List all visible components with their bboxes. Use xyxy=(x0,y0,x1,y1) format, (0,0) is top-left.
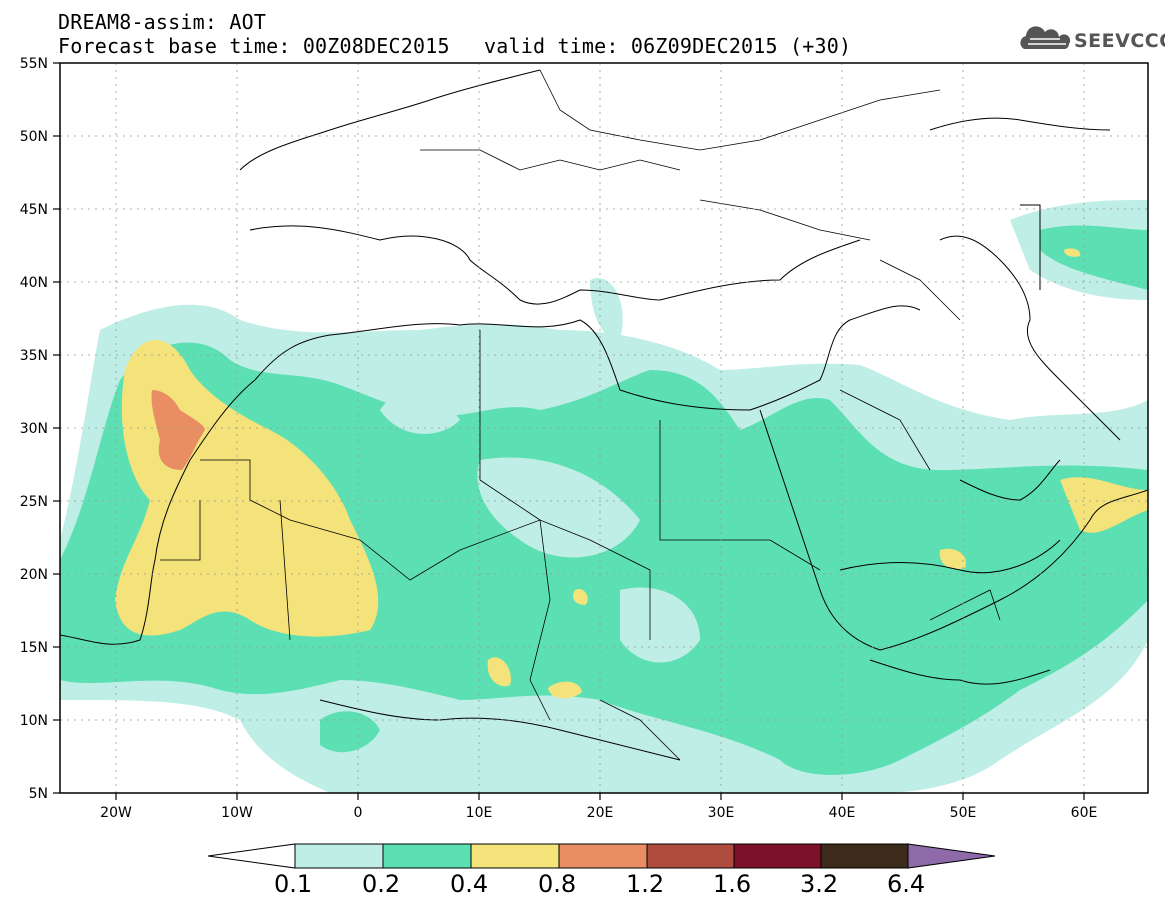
colorbar-label: 1.6 xyxy=(713,870,752,898)
colorbar-swatch xyxy=(470,843,560,869)
graticule xyxy=(60,63,1148,793)
lat-label: 15N xyxy=(20,640,48,656)
lat-label: 50N xyxy=(20,129,48,145)
lat-label: 5N xyxy=(29,786,48,802)
lat-label: 25N xyxy=(20,494,48,510)
lon-label: 30E xyxy=(708,805,735,821)
colorbar-label: 3.2 xyxy=(800,870,839,898)
lon-label: 20W xyxy=(100,805,132,821)
lat-label: 20N xyxy=(20,567,48,583)
country-borders xyxy=(160,69,1001,761)
coastlines xyxy=(60,69,1148,761)
colorbar-left-triangle xyxy=(207,843,296,869)
colorbar-right-triangle xyxy=(907,843,996,869)
colorbar-swatch xyxy=(820,843,909,869)
lon-labels: 20W 10W 0 10E 20E 30E 40E 50E 60E xyxy=(100,805,1097,821)
header-line-2: Forecast base time: 00Z08DEC2015 xyxy=(58,34,450,58)
lon-label: 50E xyxy=(950,805,977,821)
colorbar xyxy=(207,843,996,869)
aot-field xyxy=(60,200,1148,793)
header-line-3: valid time: 06Z09DEC2015 (+30) xyxy=(484,34,852,58)
lat-label: 10N xyxy=(20,713,48,729)
lat-label: 30N xyxy=(20,421,48,437)
colorbar-label: 0.8 xyxy=(538,870,577,898)
lon-label: 40E xyxy=(829,805,856,821)
colorbar-swatch xyxy=(382,843,472,869)
colorbar-swatch xyxy=(558,843,648,869)
lat-label: 55N xyxy=(20,56,48,72)
colorbar-swatch xyxy=(733,843,822,869)
lat-label: 40N xyxy=(20,275,48,291)
logo-text: SEEVCCC xyxy=(1074,30,1165,52)
cloud-icon xyxy=(1020,26,1071,49)
colorbar-swatch xyxy=(646,843,735,869)
tick-marks xyxy=(53,62,1085,800)
colorbar-label: 0.4 xyxy=(450,870,489,898)
lat-label: 35N xyxy=(20,348,48,364)
lat-label: 45N xyxy=(20,202,48,218)
lon-label: 0 xyxy=(354,805,363,821)
colorbar-label: 0.2 xyxy=(362,870,401,898)
colorbar-label: 1.2 xyxy=(626,870,665,898)
colorbar-label: 0.1 xyxy=(274,870,313,898)
colorbar-swatch xyxy=(294,843,384,869)
header-line-1: DREAM8-assim: AOT xyxy=(58,10,267,34)
lon-label: 10W xyxy=(221,805,253,821)
lon-label: 60E xyxy=(1071,805,1098,821)
lon-label: 10E xyxy=(466,805,493,821)
colorbar-label: 6.4 xyxy=(887,870,926,898)
lat-labels: 55N 50N 45N 40N 35N 30N 25N 20N 15N 10N … xyxy=(20,56,48,802)
lon-label: 20E xyxy=(587,805,614,821)
